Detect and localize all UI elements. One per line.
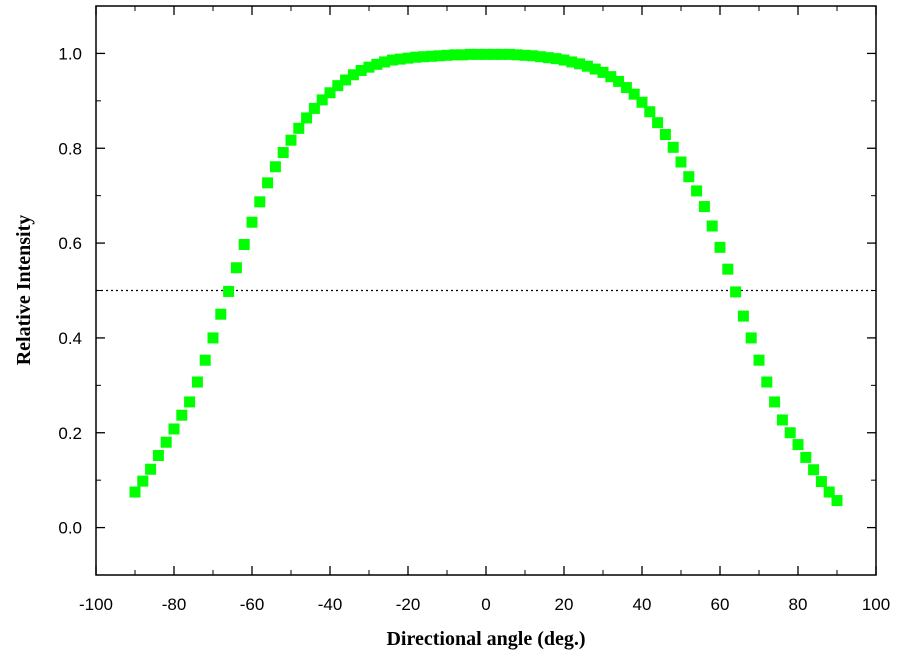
data-points [130,49,843,506]
data-point [816,476,827,487]
data-point [808,464,819,475]
data-point [137,476,148,487]
data-point [145,464,156,475]
x-tick-label: -40 [318,595,343,614]
x-tick-label: 80 [789,595,808,614]
data-point [761,377,772,388]
x-tick-label: -80 [162,595,187,614]
y-tick-label: 0.0 [58,519,82,538]
data-point [676,157,687,168]
data-point [293,123,304,134]
x-tick-label: 60 [711,595,730,614]
data-point [738,311,749,322]
data-point [707,221,718,232]
data-point [746,332,757,343]
data-point [769,396,780,407]
data-point [161,437,172,448]
data-point [301,112,312,123]
data-point [169,423,180,434]
y-tick-label: 0.6 [58,234,82,253]
data-point [286,135,297,146]
data-point [247,217,258,228]
data-point [239,239,250,250]
data-point [192,377,203,388]
x-axis-title: Directional angle (deg.) [386,628,585,650]
x-tick-label: 40 [633,595,652,614]
y-tick-labels: 0.0 0.2 0.4 0.6 0.8 1.0 [58,44,82,537]
data-point [176,410,187,421]
data-point [254,196,265,207]
x-tick-label: 20 [555,595,574,614]
data-point [270,161,281,172]
data-point [215,309,226,320]
data-point [722,264,733,275]
data-point [278,147,289,158]
y-tick-label: 0.4 [58,329,82,348]
data-point [730,286,741,297]
data-point [683,171,694,182]
data-point [754,355,765,366]
data-point [793,439,804,450]
data-point [637,97,648,108]
data-point [184,396,195,407]
data-point [668,142,679,153]
data-point [691,185,702,196]
data-point [153,450,164,461]
data-point [200,355,211,366]
data-point [715,242,726,253]
x-tick-label: 100 [862,595,890,614]
data-point [644,106,655,117]
y-axis-title: Relative Intensity [13,215,35,366]
x-tick-label: -100 [79,595,113,614]
y-tick-label: 0.8 [58,139,82,158]
data-point [223,286,234,297]
x-tick-label: -60 [240,595,265,614]
y-tick-label: 0.2 [58,424,82,443]
data-point [130,487,141,498]
x-tick-label: -20 [396,595,421,614]
x-tick-label: 0 [481,595,490,614]
data-point [699,201,710,212]
data-point [800,452,811,463]
data-point [208,332,219,343]
data-point [832,495,843,506]
x-tick-labels: -100 -80 -60 -40 -20 0 20 40 60 80 100 [79,595,890,614]
data-point [777,414,788,425]
data-point [652,117,663,128]
y-tick-label: 1.0 [58,44,82,63]
data-point [231,262,242,273]
data-point [785,427,796,438]
data-point [262,177,273,188]
data-point [660,129,671,140]
